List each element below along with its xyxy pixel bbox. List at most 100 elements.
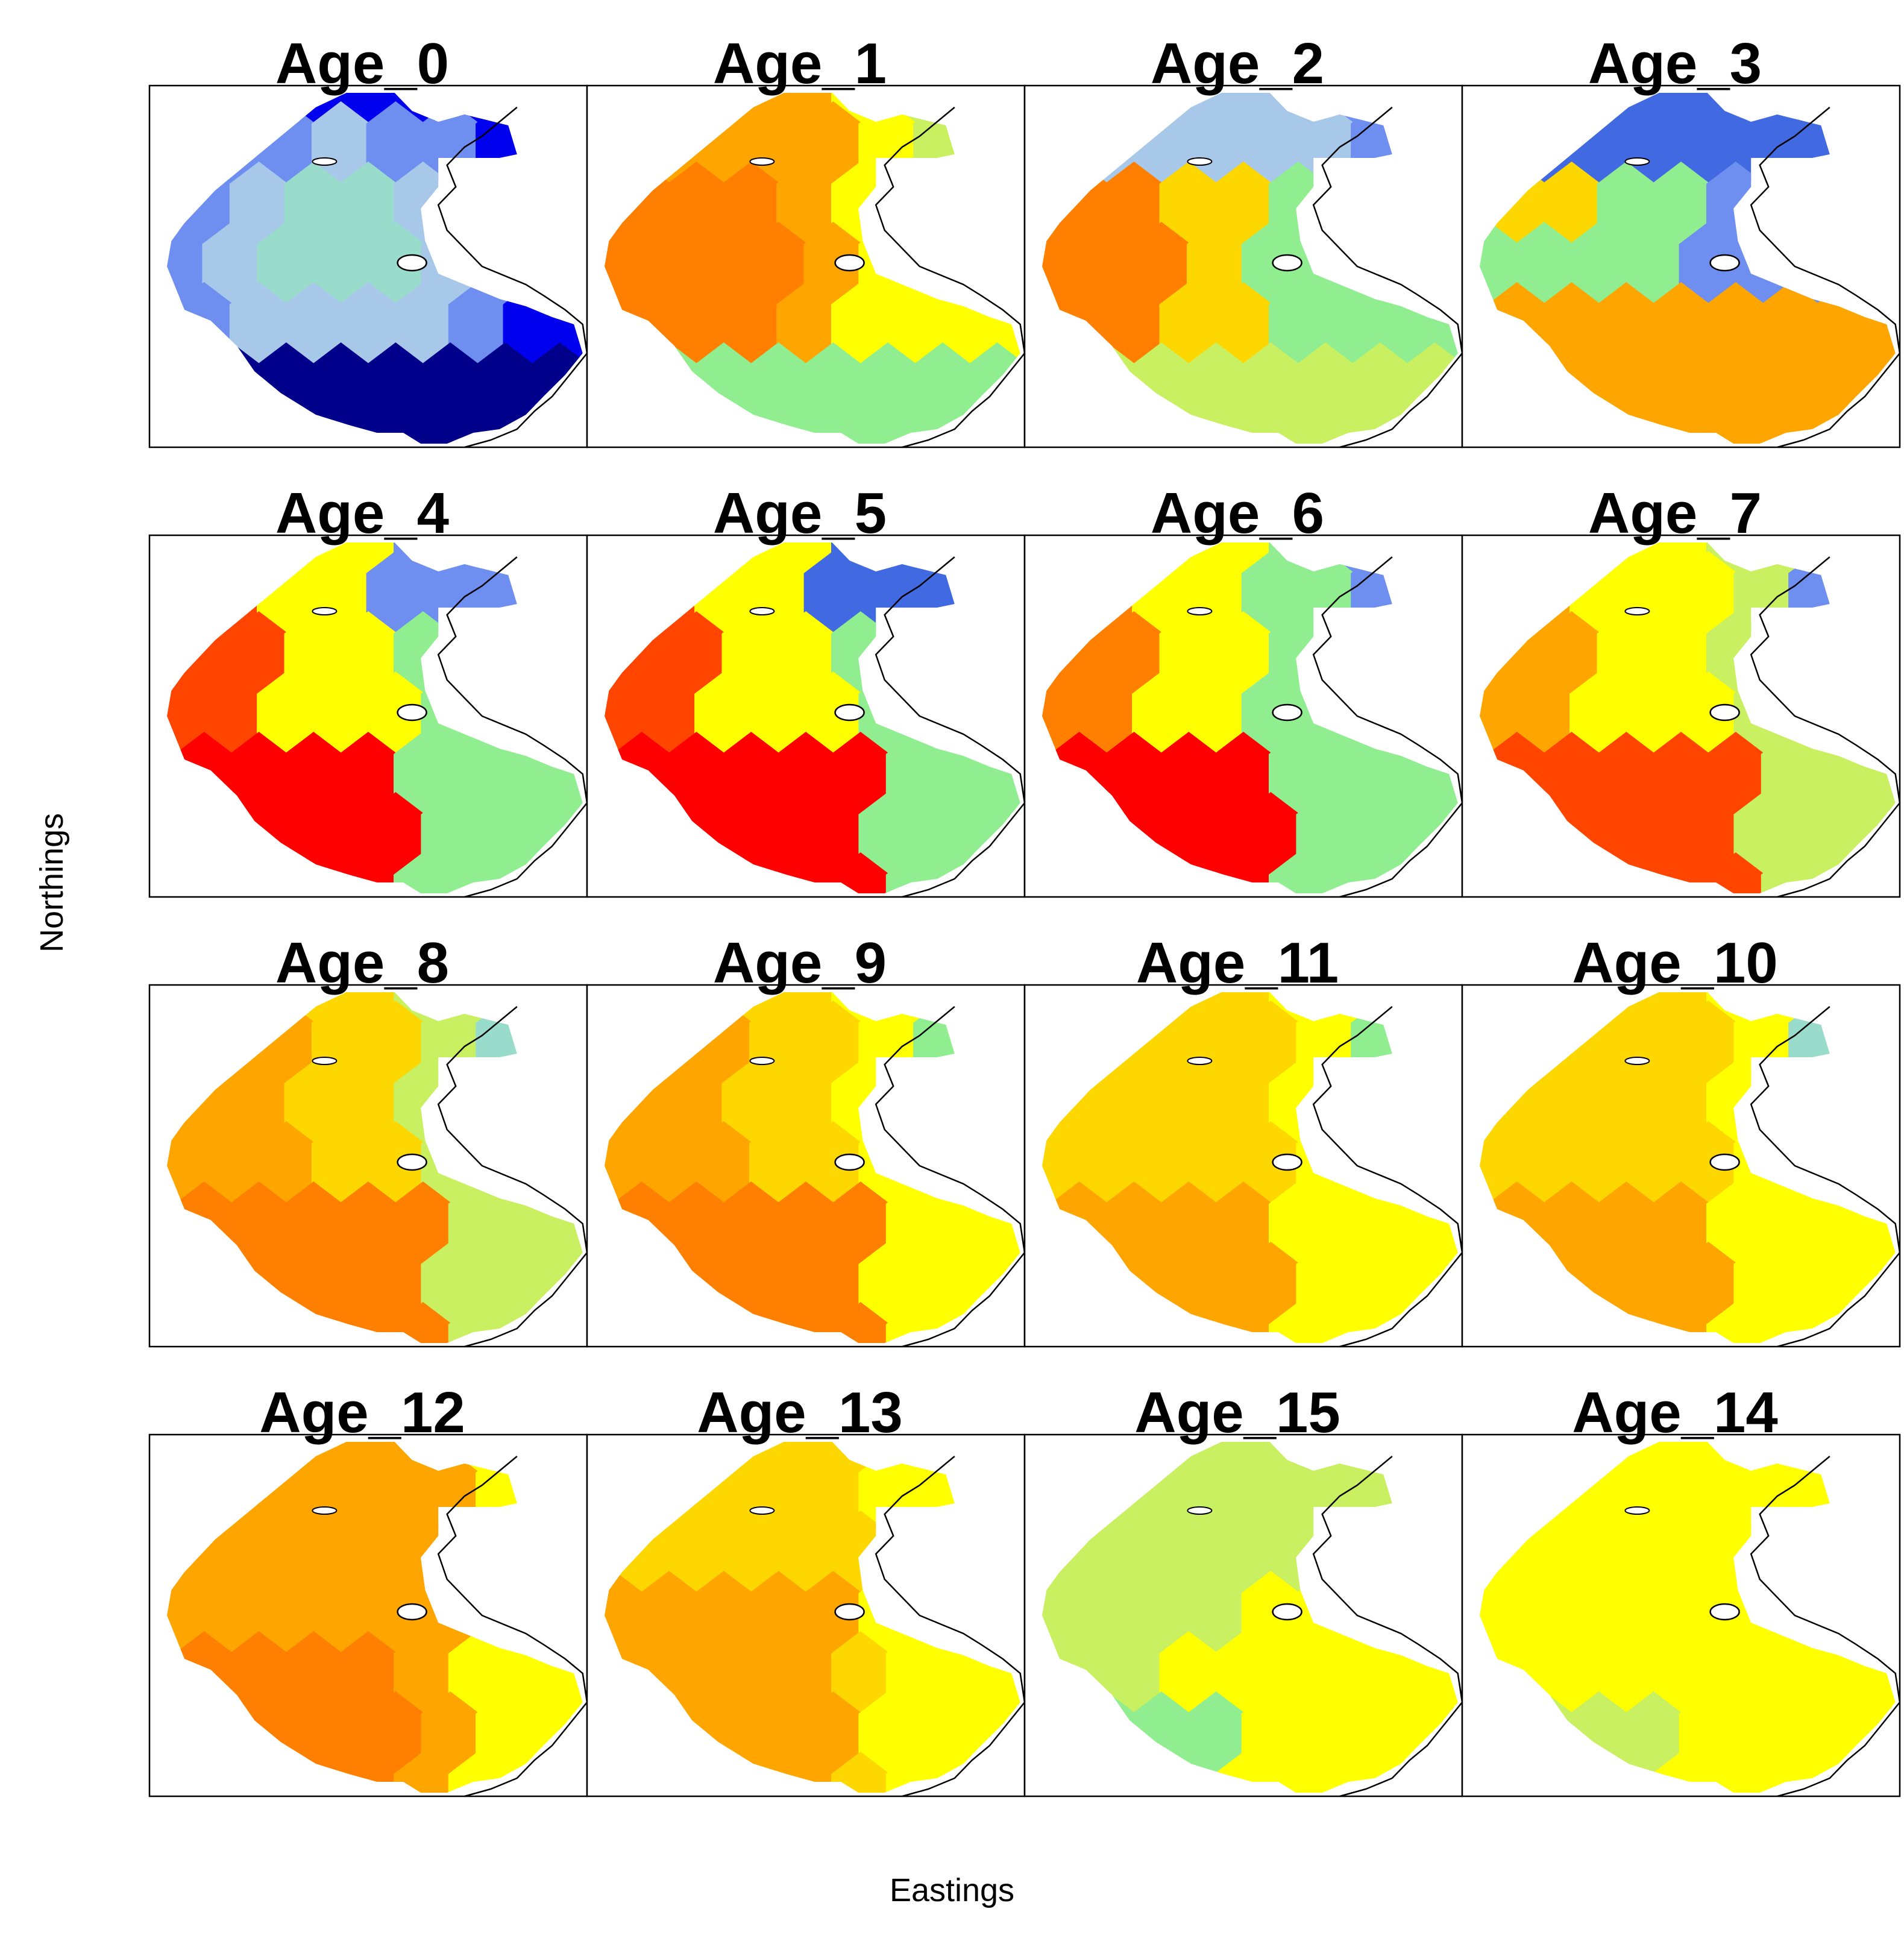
map-cell xyxy=(311,1691,371,1781)
island xyxy=(1624,157,1650,166)
map-cell xyxy=(421,1242,480,1331)
map-cell xyxy=(448,1752,507,1793)
map-panel-age-10: Age_10 xyxy=(1461,931,1901,1348)
map-cell xyxy=(1214,1181,1273,1271)
map-cell xyxy=(1542,282,1601,371)
map-cell xyxy=(339,1511,398,1600)
panel-title: Age_12 xyxy=(259,1380,465,1445)
map-cell xyxy=(1788,1691,1847,1781)
map-cell xyxy=(284,1631,343,1720)
map-cell xyxy=(776,542,835,580)
map-cell xyxy=(476,342,535,432)
map-cell xyxy=(202,1571,261,1660)
map-cell xyxy=(694,222,753,311)
map-panel-age-11: Age_11 xyxy=(1023,931,1463,1348)
island xyxy=(1709,703,1740,722)
map-cell xyxy=(311,671,371,761)
map-cell xyxy=(1269,1181,1328,1271)
map-cell xyxy=(858,792,917,881)
map-cell xyxy=(229,611,289,700)
map-cell xyxy=(1624,671,1683,761)
map-cell xyxy=(284,282,343,371)
map-cell xyxy=(885,852,945,893)
map-cell xyxy=(1651,852,1711,893)
map-cell xyxy=(1042,222,1082,311)
map-cell xyxy=(1186,551,1246,640)
y-axis-label: Northings xyxy=(34,813,70,952)
island xyxy=(397,1153,427,1171)
map-cell xyxy=(339,542,398,580)
map-cell xyxy=(605,1571,644,1660)
map-cell xyxy=(1515,1121,1574,1210)
map-cell xyxy=(311,551,371,640)
map-cell xyxy=(421,342,480,432)
map-cell xyxy=(1214,282,1273,371)
map-cell xyxy=(339,852,398,893)
map-cell xyxy=(1624,1121,1683,1210)
map-cell xyxy=(885,1631,945,1720)
map-cell xyxy=(776,611,835,700)
coastline xyxy=(437,1006,588,1348)
map-cell xyxy=(366,342,426,432)
map-cell xyxy=(1624,551,1683,640)
map-cell xyxy=(1597,282,1656,371)
map-cell xyxy=(1597,162,1656,251)
map-cell xyxy=(394,852,453,893)
map-cell xyxy=(1104,1181,1164,1271)
map-cell xyxy=(1323,732,1383,821)
map-cell xyxy=(284,1061,343,1150)
map-cell xyxy=(1351,1242,1410,1331)
map-cell xyxy=(1214,1442,1273,1479)
map-cell xyxy=(1351,792,1410,881)
map-cell xyxy=(1241,1691,1301,1781)
panel-title: Age_11 xyxy=(1136,931,1339,995)
map-panel-age-8: Age_8 xyxy=(148,931,588,1348)
map-cell xyxy=(831,1631,890,1720)
map-cell xyxy=(1351,342,1410,432)
map-cell xyxy=(803,792,863,881)
map-cell xyxy=(803,1691,863,1781)
map-cell xyxy=(311,222,371,311)
map-cell xyxy=(229,282,289,371)
coastline xyxy=(875,556,1026,898)
map-cell xyxy=(366,1121,426,1210)
map-cell xyxy=(1323,282,1383,371)
panel-title: Age_5 xyxy=(713,481,887,546)
map-panel-age-5: Age_5 xyxy=(586,481,1026,898)
map-cell xyxy=(339,1442,398,1479)
coastline xyxy=(437,107,588,448)
map-cell xyxy=(1323,1302,1383,1343)
map-cell xyxy=(749,1121,808,1210)
coastline xyxy=(875,107,1026,448)
map-cell xyxy=(1132,671,1191,761)
map-cell xyxy=(1241,101,1301,190)
map-cell xyxy=(167,671,207,761)
island xyxy=(834,1153,865,1171)
map-cell xyxy=(667,1181,726,1271)
map-cell xyxy=(1624,1001,1683,1090)
map-cell xyxy=(1323,403,1383,444)
map-cell xyxy=(1569,222,1629,311)
map-cell xyxy=(1214,162,1273,251)
map-cell xyxy=(639,671,699,761)
map-cell xyxy=(1104,1511,1164,1600)
map-cell xyxy=(448,1302,507,1343)
coastline xyxy=(1750,1456,1901,1797)
map-cell xyxy=(749,101,808,190)
map-cell xyxy=(1042,671,1082,761)
map-cell xyxy=(1569,1121,1629,1210)
map-cell xyxy=(339,282,398,371)
coastline xyxy=(437,556,588,898)
map-cell xyxy=(1651,1302,1711,1343)
map-cell xyxy=(339,1752,398,1793)
island xyxy=(1272,254,1302,272)
map-cell xyxy=(1241,342,1301,432)
map-cell xyxy=(1042,1121,1082,1210)
map-cell xyxy=(803,222,863,311)
panel-title: Age_15 xyxy=(1134,1380,1340,1445)
map-cell xyxy=(1706,282,1765,371)
map-cell xyxy=(229,162,289,251)
map-cell xyxy=(1624,1450,1683,1539)
map-cell xyxy=(1104,611,1164,700)
map-cell xyxy=(1679,1001,1738,1090)
